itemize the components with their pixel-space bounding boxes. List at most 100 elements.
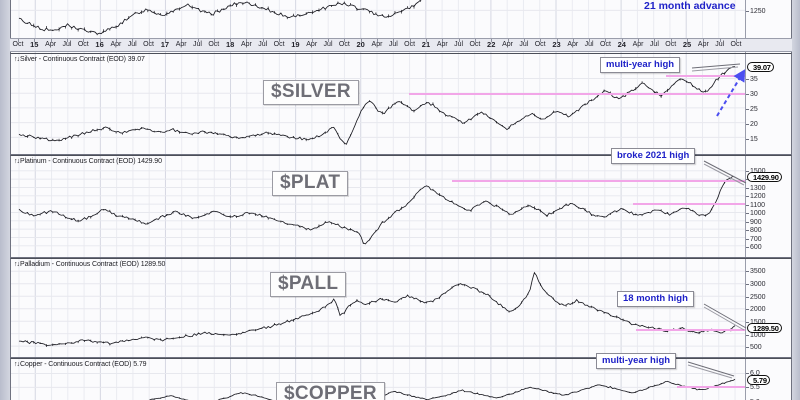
x-axis-tick — [34, 39, 36, 42]
x-axis-tick — [393, 39, 395, 42]
annotation-copper-high: multi-year high — [596, 353, 677, 369]
updown-icon: ↑↓ — [14, 361, 20, 368]
legend-copper-text: Copper - Continuous Contract (EOD) 5.79 — [20, 361, 147, 368]
x-axis-label: 24 — [617, 40, 626, 49]
price-tag-copper: 5.79 — [747, 374, 770, 385]
x-axis-label: Oct — [730, 41, 742, 48]
x-axis-tick — [213, 39, 215, 42]
x-axis-tick — [670, 39, 672, 42]
x-axis-tick — [115, 39, 117, 42]
legend-palladium: ↑↓Palladium - Continuous Contract (EOD) … — [14, 261, 165, 268]
watermark-palladium: $PALL — [270, 272, 347, 297]
x-axis-tick — [246, 39, 248, 42]
watermark-platinum: $PLAT — [272, 171, 349, 196]
x-axis-tick — [491, 39, 493, 42]
x-axis-tick — [540, 39, 542, 42]
plot-area-platinum: ↑↓Platinum - Continuous Contract (EOD) 1… — [11, 156, 745, 257]
panel-platinum[interactable]: ↑↓Platinum - Continuous Contract (EOD) 1… — [10, 155, 792, 258]
x-axis-label: Jul — [127, 41, 137, 48]
x-axis-tick — [687, 39, 689, 42]
y-axis-label: 3000 — [746, 281, 766, 288]
y-axis-label: 1000 — [746, 332, 766, 339]
x-axis-label: Apr — [567, 41, 579, 48]
x-axis-label: Jul — [584, 41, 594, 48]
x-axis-tick — [474, 39, 476, 42]
x-axis-tick — [425, 39, 427, 42]
y-axis-label: 1000 — [746, 210, 766, 217]
x-axis-label: Oct — [665, 41, 677, 48]
x-axis-tick — [589, 39, 591, 42]
legend-copper: ↑↓Copper - Continuous Contract (EOD) 5.7… — [14, 361, 147, 368]
x-axis-tick — [556, 39, 558, 42]
x-axis-label: Oct — [600, 41, 611, 48]
x-axis-strip[interactable]: Oct 15 Apr Jul Oct 16 Apr Jul Oct 17 Apr Jul Oct 18 Ap… — [10, 38, 792, 52]
support-line-silver-30 — [409, 93, 745, 95]
y-axis-label: 25 — [746, 106, 758, 113]
price-series-palladium — [18, 271, 736, 348]
updown-icon: ↑↓ — [14, 56, 20, 63]
x-axis-tick — [507, 39, 509, 42]
x-axis-tick — [279, 39, 281, 42]
x-axis-tick — [572, 39, 574, 42]
y-axis-label: 30 — [746, 91, 758, 98]
annotation-platinum-breakout: broke 2021 high — [611, 148, 696, 164]
x-axis-label: Apr — [502, 41, 513, 48]
x-axis-label: Oct — [469, 41, 481, 48]
x-axis-label: 23 — [552, 40, 561, 49]
watermark-copper: $COPPER — [276, 382, 385, 400]
panel-copper[interactable]: ↑↓Copper - Continuous Contract (EOD) 5.7… — [10, 358, 792, 400]
right-gutter — [792, 0, 800, 400]
x-axis-tick — [703, 39, 705, 42]
annotation-silver-high: multi-year high — [600, 57, 681, 73]
x-axis-label: 19 — [291, 40, 300, 49]
price-tag-pall: 1289.50 — [747, 322, 782, 333]
x-axis-tick — [344, 39, 346, 42]
x-axis-label: Apr — [436, 41, 448, 48]
x-axis-label: Oct — [534, 41, 546, 48]
x-axis-label: Apr — [175, 41, 187, 48]
leader-copper — [687, 361, 735, 379]
x-axis-label: Apr — [697, 41, 709, 48]
y-axis-label: 1500 — [746, 168, 766, 175]
x-axis-tick — [654, 39, 656, 42]
y-axis-label: 2500 — [746, 294, 766, 301]
x-axis-label: Jul — [193, 41, 202, 48]
x-axis-label: 18 — [225, 40, 235, 49]
panel-silver[interactable]: ↑↓Silver - Continuous Contract (EOD) 39.… — [10, 53, 792, 155]
x-axis-tick — [262, 39, 264, 42]
x-axis-label: 17 — [160, 40, 170, 49]
legend-platinum: ↑↓Platinum - Continuous Contract (EOD) 1… — [14, 158, 162, 165]
y-axis-label: 5.5 — [746, 384, 760, 391]
y-axis-label: 500 — [746, 344, 762, 351]
x-axis-tick — [230, 39, 232, 42]
x-axis-tick — [148, 39, 150, 42]
x-axis-tick — [736, 39, 737, 42]
gridlines-platinum — [11, 156, 745, 257]
price-tag-silver: 39.07 — [747, 61, 774, 72]
x-axis-tick — [328, 39, 330, 42]
y-axis-label: 800 — [746, 227, 762, 234]
y-axis-label: 1300 — [746, 185, 766, 192]
x-axis-label: Jul — [649, 41, 659, 48]
x-axis-label: Jul — [388, 41, 398, 48]
x-axis-label: Jul — [454, 41, 464, 48]
legend-silver: ↑↓Silver - Continuous Contract (EOD) 39.… — [14, 56, 145, 63]
legend-silver-text: Silver - Continuous Contract (EOD) 39.07 — [20, 56, 145, 63]
annotation-gold-advance: 21 month advance — [644, 0, 736, 12]
x-axis-label: Jul — [519, 41, 529, 48]
x-axis-tick — [311, 39, 313, 42]
arrow-silver-uptrend — [716, 69, 745, 117]
x-axis-tick — [99, 39, 101, 42]
plot-area-palladium: ↑↓Palladium - Continuous Contract (EOD) … — [11, 259, 745, 357]
x-axis-label: Jul — [323, 41, 333, 48]
price-tag-plat: 1429.90 — [747, 172, 782, 183]
y-axis-label: 1100 — [746, 202, 765, 209]
gridlines-palladium — [11, 259, 745, 357]
x-axis-label: Apr — [110, 41, 122, 48]
x-axis-tick — [377, 39, 378, 42]
x-axis-tick — [719, 39, 721, 42]
updown-icon: ↑↓ — [14, 158, 20, 165]
x-axis-label: Oct — [208, 41, 220, 48]
y-axis-label: 2000 — [746, 306, 766, 313]
panel-palladium[interactable]: ↑↓Palladium - Continuous Contract (EOD) … — [10, 258, 792, 358]
